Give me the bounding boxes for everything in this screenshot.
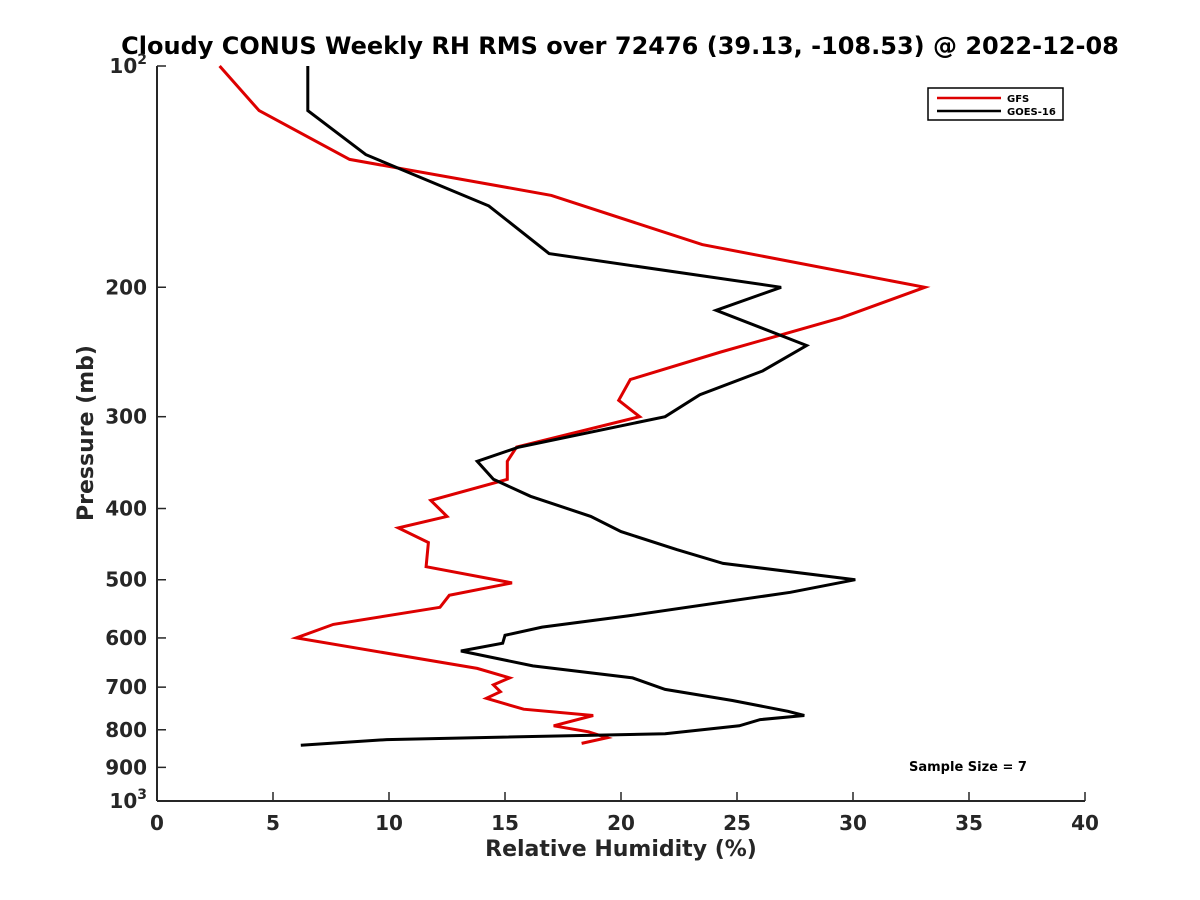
- y-tick-label: 700: [105, 675, 147, 699]
- y-tick-label: 500: [105, 568, 147, 592]
- x-tick-label: 20: [607, 811, 635, 835]
- y-tick-label: 300: [105, 405, 147, 429]
- legend: GFS GOES-16: [927, 87, 1064, 121]
- series-layer: [218, 65, 931, 747]
- x-axis-ticks: 0 5 10 15 20 25 30 35 40: [150, 792, 1099, 835]
- x-axis-label: Relative Humidity (%): [485, 837, 757, 862]
- y-tick-label: 102: [109, 52, 147, 78]
- x-tick-label: 0: [150, 811, 164, 835]
- y-tick-label: 400: [105, 497, 147, 521]
- x-tick-label: 35: [955, 811, 983, 835]
- y-tick-base: 10: [109, 54, 137, 78]
- legend-label-gfs: GFS: [1007, 94, 1029, 105]
- x-tick-label: 25: [723, 811, 751, 835]
- y-tick-exponent: 2: [137, 52, 147, 68]
- y-tick-base: 10: [109, 789, 137, 813]
- x-tick-label: 10: [375, 811, 403, 835]
- series-line-gfs: [218, 65, 931, 745]
- x-tick-label: 15: [491, 811, 519, 835]
- y-tick-label: 800: [105, 718, 147, 742]
- y-tick-label: 103: [109, 787, 147, 813]
- legend-label-goes-16: GOES-16: [1007, 107, 1056, 118]
- series-line-goes-16: [300, 66, 856, 747]
- y-axis-label: Pressure (mb): [74, 345, 99, 521]
- x-tick-label: 40: [1071, 811, 1099, 835]
- x-tick-label: 5: [266, 811, 280, 835]
- plot-area: 0 5 10 15 20 25 30 35 40 10220030040050060070080…: [105, 52, 1099, 835]
- y-tick-label: 900: [105, 755, 147, 779]
- x-tick-label: 30: [839, 811, 867, 835]
- y-tick-label: 200: [105, 275, 147, 299]
- y-tick-exponent: 3: [137, 787, 147, 803]
- y-tick-label: 600: [105, 626, 147, 650]
- legend-box: [927, 87, 1064, 121]
- chart-title: Cloudy CONUS Weekly RH RMS over 72476 (3…: [121, 32, 1119, 60]
- sample-size-annotation: Sample Size = 7: [909, 760, 1027, 775]
